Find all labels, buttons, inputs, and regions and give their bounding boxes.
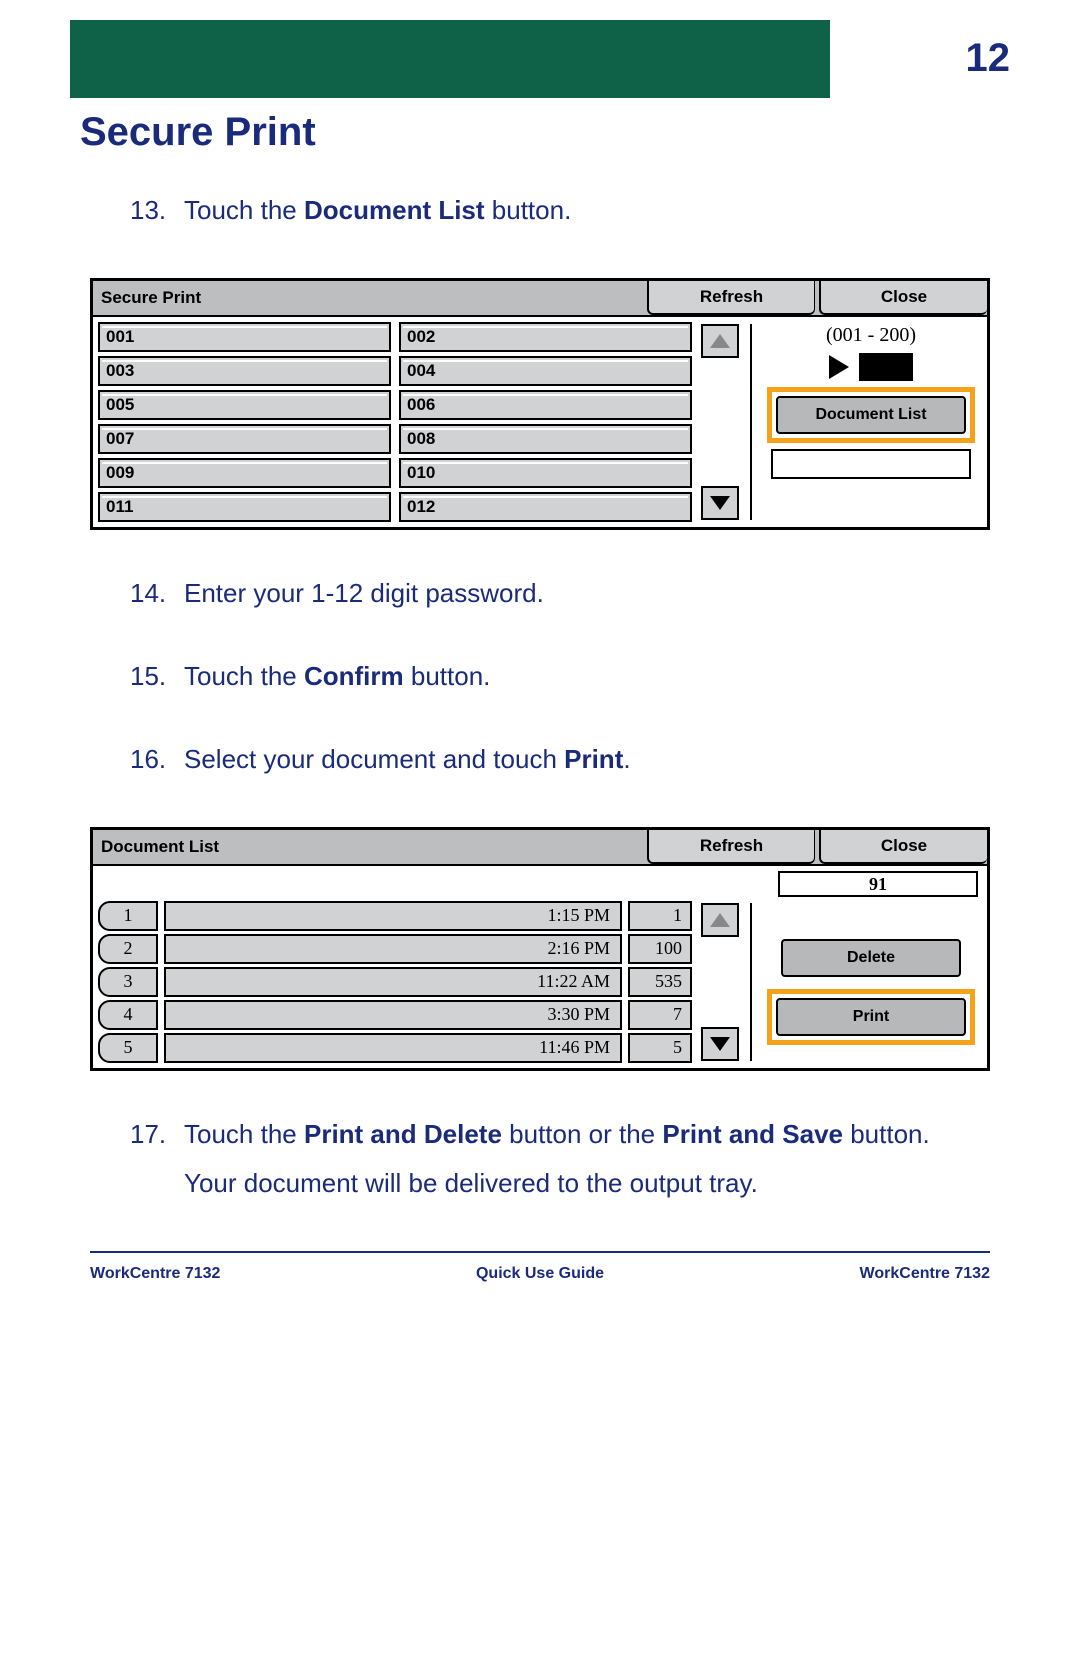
refresh-button[interactable]: Refresh <box>647 281 815 315</box>
step-16: 16. Select your document and touch Print… <box>130 744 1010 775</box>
step-number: 15. <box>130 661 184 692</box>
step-text: Touch the Document List button. <box>184 195 571 226</box>
chevron-down-icon <box>710 496 730 510</box>
row-count: 1 <box>628 901 692 931</box>
row-count: 535 <box>628 967 692 997</box>
delete-button[interactable]: Delete <box>781 939 961 977</box>
refresh-button[interactable]: Refresh <box>647 830 815 864</box>
step-text: Touch the Print and Delete button or the… <box>184 1119 930 1150</box>
close-button[interactable]: Close <box>819 830 987 864</box>
page-footer: WorkCentre 7132 Quick Use Guide WorkCent… <box>90 1251 990 1283</box>
step-text: Your document will be delivered to the o… <box>184 1168 758 1199</box>
step-text: Touch the Confirm button. <box>184 661 490 692</box>
step-number-blank <box>130 1168 184 1199</box>
mailbox-cell[interactable]: 002 <box>399 322 692 352</box>
panel-right-column: Delete Print <box>760 901 982 1063</box>
print-highlight: Print <box>767 989 975 1045</box>
row-count: 5 <box>628 1033 692 1063</box>
mailbox-cell[interactable]: 012 <box>399 492 692 522</box>
scroll-down-button[interactable] <box>701 1027 739 1061</box>
blank-field[interactable] <box>771 449 971 479</box>
scroll-column <box>698 901 742 1063</box>
row-time: 3:30 PM <box>164 1000 622 1030</box>
document-list-highlight: Document List <box>767 387 975 443</box>
mailbox-cell[interactable]: 004 <box>399 356 692 386</box>
page-header: 12 <box>70 20 1010 98</box>
panel-right-column: (001 - 200) Document List <box>760 322 982 522</box>
divider <box>750 903 752 1061</box>
step-14: 14. Enter your 1-12 digit password. <box>130 578 1010 609</box>
page-number: 12 <box>966 36 1011 81</box>
step-number: 16. <box>130 744 184 775</box>
print-button[interactable]: Print <box>776 998 966 1036</box>
step-number: 17. <box>130 1119 184 1150</box>
row-count: 100 <box>628 934 692 964</box>
row-count: 7 <box>628 1000 692 1030</box>
table-row[interactable]: 3 11:22 AM 535 <box>98 967 692 997</box>
row-index: 2 <box>98 934 158 964</box>
goto-input[interactable] <box>859 353 913 381</box>
mailbox-cell[interactable]: 006 <box>399 390 692 420</box>
mailbox-cell[interactable]: 008 <box>399 424 692 454</box>
step-number: 13. <box>130 195 184 226</box>
step-number: 14. <box>130 578 184 609</box>
page-title: Secure Print <box>80 110 1010 155</box>
panel-header: Secure Print Refresh Close <box>93 281 987 315</box>
row-index: 1 <box>98 901 158 931</box>
chevron-up-icon <box>710 913 730 927</box>
footer-center: Quick Use Guide <box>476 1265 604 1283</box>
footer-left: WorkCentre 7132 <box>90 1265 220 1283</box>
panel-title: Document List <box>93 830 643 864</box>
mailbox-cell[interactable]: 007 <box>98 424 391 454</box>
mailbox-cell[interactable]: 010 <box>399 458 692 488</box>
count-display: 91 <box>778 871 978 897</box>
step-text: Select your document and touch Print. <box>184 744 631 775</box>
panel-title: Secure Print <box>93 281 643 315</box>
scroll-up-button[interactable] <box>701 324 739 358</box>
row-time: 1:15 PM <box>164 901 622 931</box>
document-list-button[interactable]: Document List <box>776 396 966 434</box>
table-row[interactable]: 5 11:46 PM 5 <box>98 1033 692 1063</box>
step-17-note: Your document will be delivered to the o… <box>130 1168 1010 1199</box>
chevron-down-icon <box>710 1037 730 1051</box>
mailbox-cell[interactable]: 003 <box>98 356 391 386</box>
mailbox-cell[interactable]: 005 <box>98 390 391 420</box>
row-index: 4 <box>98 1000 158 1030</box>
footer-right: WorkCentre 7132 <box>860 1265 990 1283</box>
step-15: 15. Touch the Confirm button. <box>130 661 1010 692</box>
document-table: 1 1:15 PM 1 2 2:16 PM 100 3 11:22 AM <box>98 901 692 1063</box>
mailbox-cell[interactable]: 011 <box>98 492 391 522</box>
close-button[interactable]: Close <box>819 281 987 315</box>
mailbox-cell[interactable]: 009 <box>98 458 391 488</box>
divider <box>750 324 752 520</box>
number-grid: 001 003 005 007 009 011 002 004 006 008 … <box>98 322 692 522</box>
scroll-up-button[interactable] <box>701 903 739 937</box>
step-13: 13. Touch the Document List button. <box>130 195 1010 226</box>
row-time: 11:22 AM <box>164 967 622 997</box>
scroll-down-button[interactable] <box>701 486 739 520</box>
row-time: 2:16 PM <box>164 934 622 964</box>
row-time: 11:46 PM <box>164 1033 622 1063</box>
header-green-bar <box>70 20 830 98</box>
step-17: 17. Touch the Print and Delete button or… <box>130 1119 1010 1150</box>
table-row[interactable]: 4 3:30 PM 7 <box>98 1000 692 1030</box>
step-text: Enter your 1-12 digit password. <box>184 578 544 609</box>
row-index: 5 <box>98 1033 158 1063</box>
table-row[interactable]: 2 2:16 PM 100 <box>98 934 692 964</box>
secure-print-panel: Secure Print Refresh Close 001 003 005 0… <box>90 278 990 530</box>
range-label: (001 - 200) <box>826 324 916 347</box>
goto-row <box>829 353 913 381</box>
panel-header: Document List Refresh Close <box>93 830 987 864</box>
mailbox-cell[interactable]: 001 <box>98 322 391 352</box>
row-index: 3 <box>98 967 158 997</box>
table-row[interactable]: 1 1:15 PM 1 <box>98 901 692 931</box>
document-list-panel: Document List Refresh Close 91 1 1:15 PM… <box>90 827 990 1071</box>
scroll-column <box>698 322 742 522</box>
play-icon <box>829 355 849 379</box>
chevron-up-icon <box>710 334 730 348</box>
